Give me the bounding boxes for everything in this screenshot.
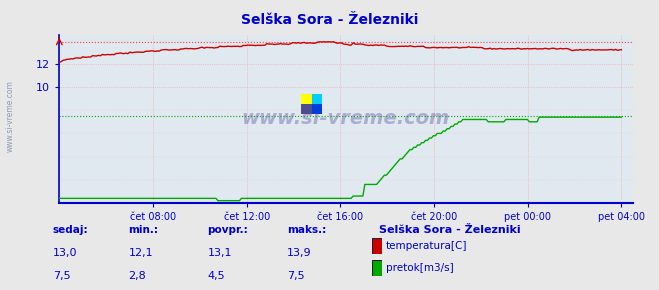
Bar — [312, 94, 322, 114]
Text: 7,5: 7,5 — [287, 271, 304, 281]
Text: 2,8: 2,8 — [129, 271, 146, 281]
Text: Selška Sora - Železniki: Selška Sora - Železniki — [241, 13, 418, 27]
Text: sedaj:: sedaj: — [53, 225, 88, 235]
Bar — [301, 104, 322, 114]
Bar — [301, 94, 312, 114]
Text: pretok[m3/s]: pretok[m3/s] — [386, 263, 454, 273]
Text: 13,1: 13,1 — [208, 248, 232, 258]
Text: 13,0: 13,0 — [53, 248, 77, 258]
Text: 4,5: 4,5 — [208, 271, 225, 281]
Text: maks.:: maks.: — [287, 225, 326, 235]
Text: 12,1: 12,1 — [129, 248, 153, 258]
Text: povpr.:: povpr.: — [208, 225, 248, 235]
Text: www.si-vreme.com: www.si-vreme.com — [5, 80, 14, 152]
Text: Selška Sora - Železniki: Selška Sora - Železniki — [379, 225, 521, 235]
Text: www.si-vreme.com: www.si-vreme.com — [242, 109, 450, 128]
Text: 7,5: 7,5 — [53, 271, 71, 281]
Text: 13,9: 13,9 — [287, 248, 311, 258]
Text: min.:: min.: — [129, 225, 159, 235]
Text: temperatura[C]: temperatura[C] — [386, 241, 468, 251]
